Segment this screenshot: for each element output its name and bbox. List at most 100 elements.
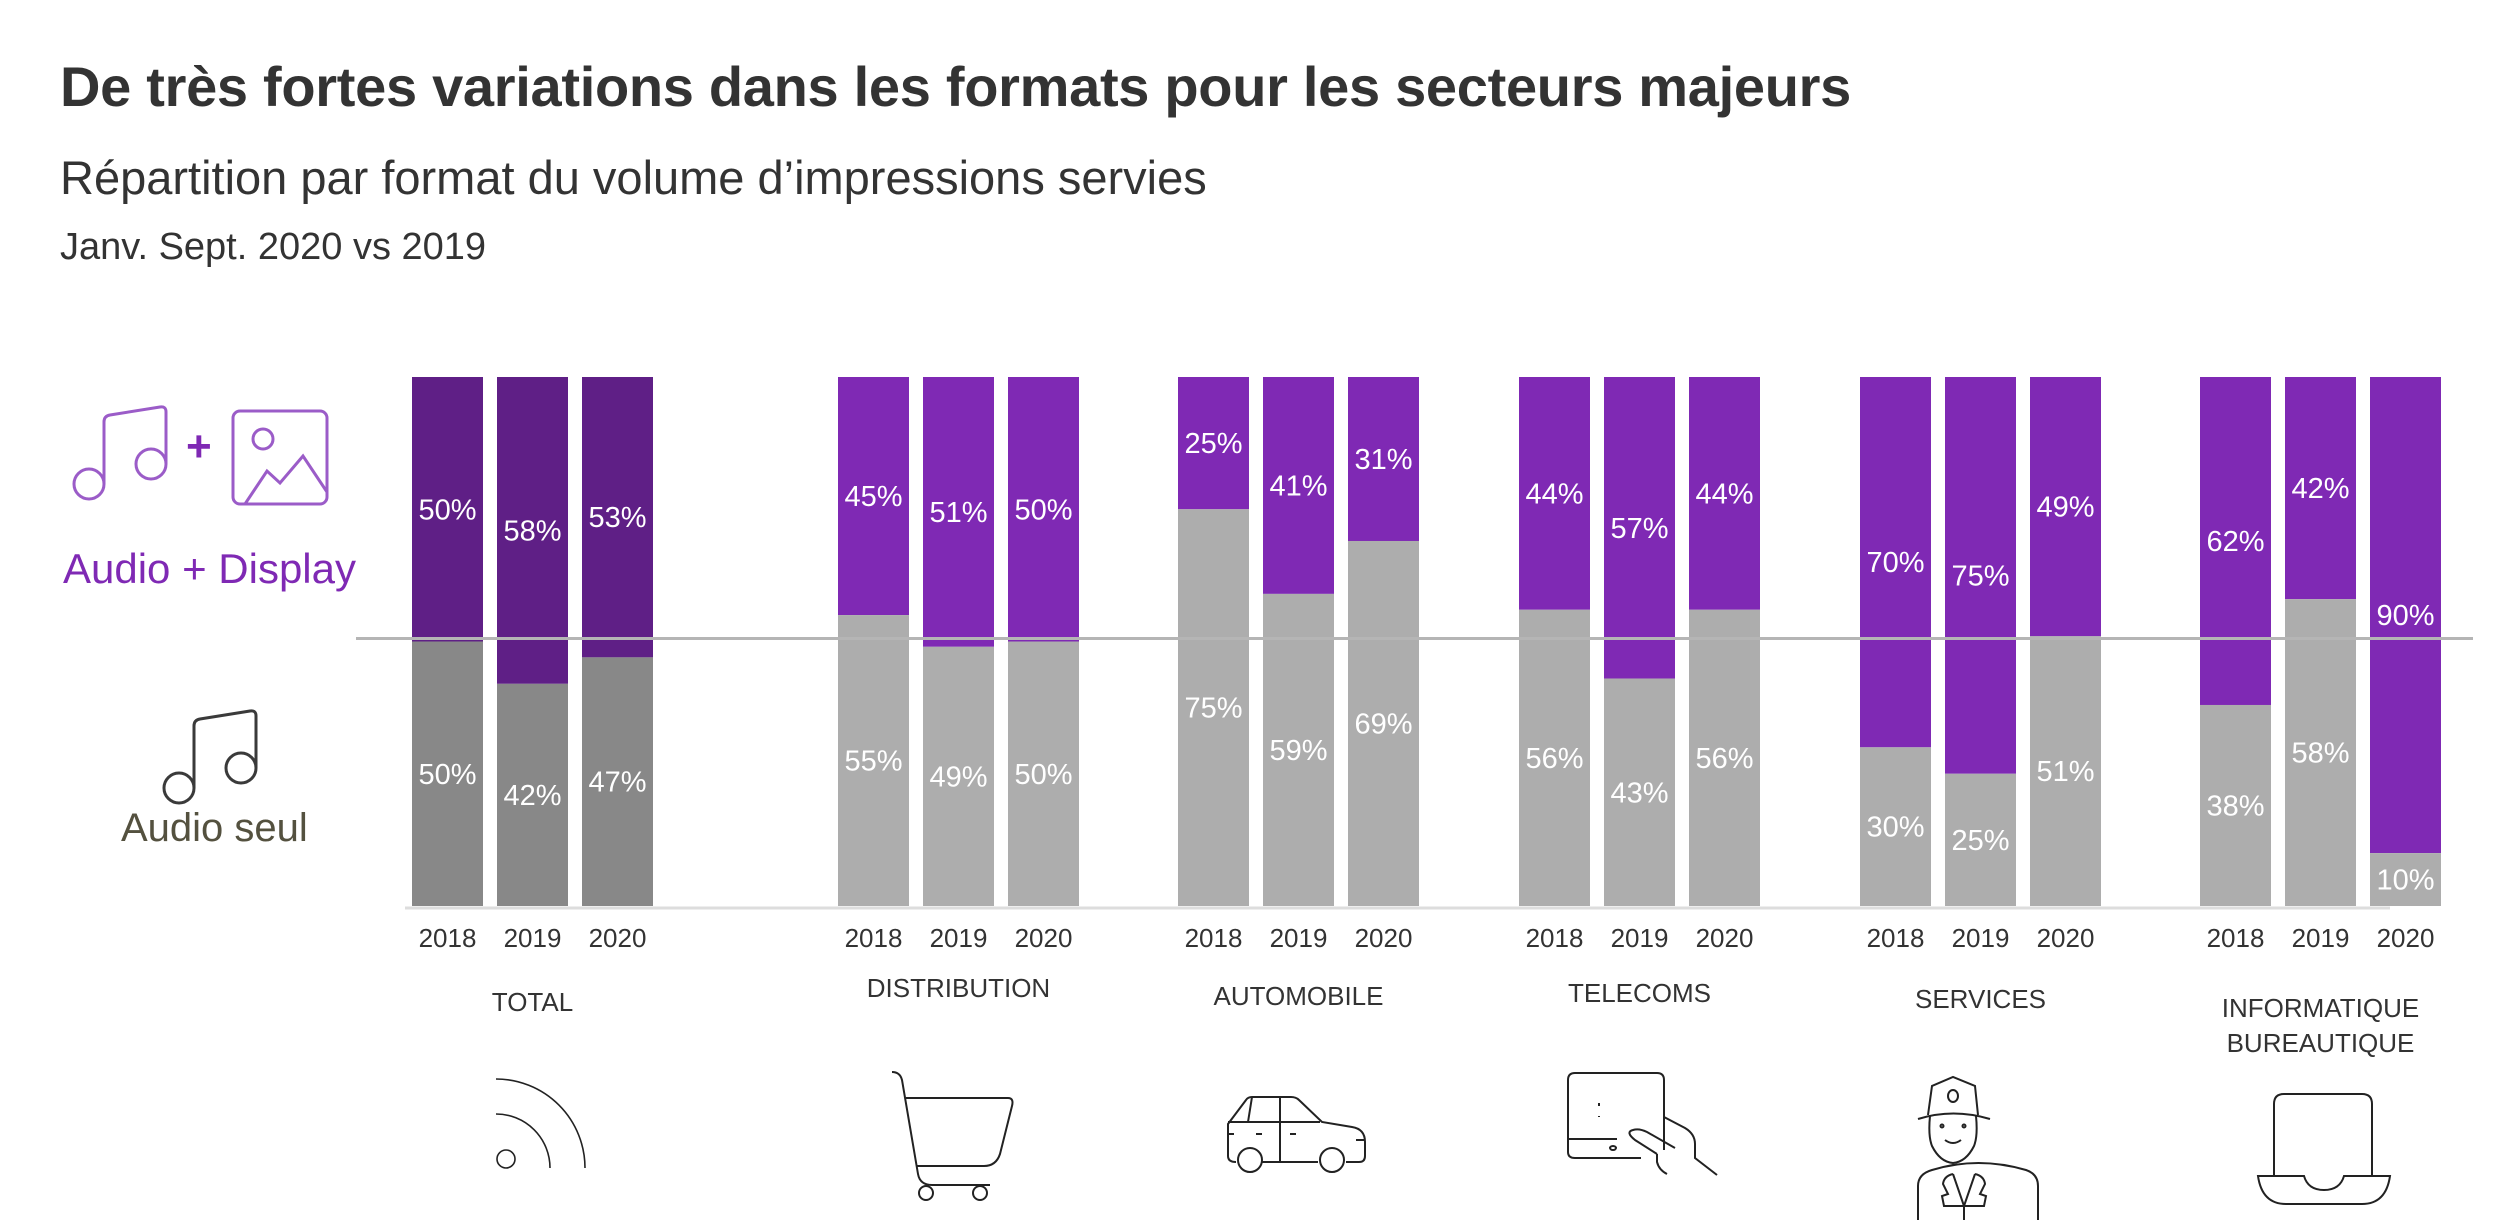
data-label-audio-only: 69%	[1354, 708, 1412, 740]
data-label-audio-only: 49%	[929, 761, 987, 793]
plus-sign: +	[186, 422, 212, 471]
x-tick-label-year: 2018	[1526, 923, 1584, 953]
bar-segment-audio-only	[2370, 853, 2441, 906]
data-label-audio-display: 44%	[1525, 478, 1583, 510]
bar-segment-audio-only	[1348, 540, 1419, 906]
category-label: INFORMATIQUE	[2222, 993, 2419, 1023]
x-tick-label-year: 2019	[504, 923, 562, 953]
music-note-icon	[72, 405, 168, 501]
data-label-audio-only: 25%	[1951, 825, 2009, 857]
data-label-audio-display: 90%	[2376, 600, 2434, 632]
category-label: DISTRIBUTION	[867, 973, 1050, 1003]
category-label: BUREAUTIQUE	[2227, 1028, 2415, 1058]
category-label: TELECOMS	[1568, 978, 1711, 1008]
data-label-audio-display: 75%	[1951, 560, 2009, 592]
bar-segment-audio-only	[2285, 599, 2356, 906]
bar-segment-audio-display	[1604, 377, 1675, 679]
bar-segment-audio-display	[1263, 377, 1334, 594]
bar-segment-audio-display	[582, 377, 653, 658]
data-label-audio-display: 25%	[1184, 428, 1242, 460]
bar-segment-audio-only	[1945, 773, 2016, 906]
data-label-audio-display: 50%	[1014, 494, 1072, 526]
bar-segment-audio-display	[1178, 377, 1249, 510]
x-tick-label-year: 2019	[2292, 923, 2350, 953]
shopping-cart-icon	[891, 1071, 1014, 1201]
data-label-audio-display: 45%	[844, 481, 902, 513]
data-label-audio-only: 50%	[1014, 759, 1072, 791]
x-tick-label-year: 2019	[1611, 923, 1669, 953]
data-label-audio-only: 51%	[2036, 756, 2094, 788]
x-tick-label-year: 2018	[845, 923, 903, 953]
data-label-audio-display: 53%	[588, 502, 646, 534]
x-tick-label-year: 2019	[930, 923, 988, 953]
bar-segment-audio-only	[1263, 593, 1334, 906]
music-note-icon	[162, 709, 258, 805]
data-label-audio-display: 50%	[418, 494, 476, 526]
bar-segment-audio-only	[2030, 636, 2101, 906]
bar-segment-audio-only	[1008, 641, 1079, 906]
bar-segment-audio-display	[412, 377, 483, 642]
signal-icon	[495, 1078, 586, 1169]
x-tick-label-year: 2019	[1952, 923, 2010, 953]
car-icon	[1227, 1096, 1366, 1173]
bar-segment-audio-only	[1689, 609, 1760, 906]
data-label-audio-only: 38%	[2206, 790, 2264, 822]
bar-segment-audio-display	[1860, 377, 1931, 748]
bar-segment-audio-display	[1008, 377, 1079, 642]
data-label-audio-display: 51%	[929, 497, 987, 529]
service-person-icon	[1917, 1075, 2039, 1220]
x-tick-label-year: 2019	[1270, 923, 1328, 953]
bar-segment-audio-display	[1945, 377, 2016, 774]
data-label-audio-only: 75%	[1184, 693, 1242, 725]
bar-segment-audio-display	[923, 377, 994, 647]
bar-segment-audio-display	[1519, 377, 1590, 610]
chart-title: De très fortes variations dans les forma…	[60, 55, 1851, 118]
laptop-icon	[2256, 1093, 2392, 1205]
x-tick-label-year: 2020	[1696, 923, 1754, 953]
tablet-hand-icon	[1567, 1072, 1718, 1176]
data-label-audio-display: 31%	[1354, 444, 1412, 476]
data-label-audio-only: 56%	[1695, 743, 1753, 775]
data-label-audio-only: 58%	[2291, 738, 2349, 770]
bar-segment-audio-display	[2200, 377, 2271, 705]
category-label: SERVICES	[1915, 984, 2046, 1014]
data-label-audio-only: 47%	[588, 767, 646, 799]
data-label-audio-display: 44%	[1695, 478, 1753, 510]
bar-segment-audio-only	[412, 641, 483, 906]
data-label-audio-display: 49%	[2036, 492, 2094, 524]
data-label-audio-only: 50%	[418, 759, 476, 791]
x-tick-label-year: 2020	[1015, 923, 1073, 953]
image-icon	[231, 409, 329, 506]
x-tick-label-year: 2020	[589, 923, 647, 953]
category-label: AUTOMOBILE	[1213, 981, 1383, 1011]
x-tick-label-year: 2018	[419, 923, 477, 953]
x-tick-label-year: 2018	[1185, 923, 1243, 953]
data-label-audio-display: 41%	[1269, 470, 1327, 502]
x-tick-label-year: 2020	[2037, 923, 2095, 953]
data-label-audio-display: 70%	[1866, 547, 1924, 579]
data-label-audio-only: 10%	[2376, 865, 2434, 897]
bar-segment-audio-only	[838, 615, 909, 906]
bar-segment-audio-display	[2370, 377, 2441, 854]
data-label-audio-display: 58%	[503, 515, 561, 547]
data-label-audio-only: 43%	[1610, 777, 1668, 809]
data-label-audio-only: 55%	[844, 746, 902, 778]
data-label-audio-only: 59%	[1269, 735, 1327, 767]
data-label-audio-display: 62%	[2206, 526, 2264, 558]
legend-audio-only: Audio seul	[121, 806, 308, 850]
bar-segment-audio-only	[1604, 678, 1675, 906]
x-tick-label-year: 2020	[1355, 923, 1413, 953]
legend-audio-display: Audio + Display	[63, 545, 356, 592]
data-label-audio-only: 30%	[1866, 812, 1924, 844]
bar-segment-audio-display	[1348, 377, 1419, 541]
bar-segment-audio-display	[497, 377, 568, 684]
data-label-audio-only: 42%	[503, 780, 561, 812]
bar-segment-audio-display	[2285, 377, 2356, 600]
bar-segment-audio-only	[923, 646, 994, 906]
x-tick-label-year: 2020	[2377, 923, 2435, 953]
period-label: Janv. Sept. 2020 vs 2019	[60, 226, 487, 268]
x-tick-label-year: 2018	[2207, 923, 2265, 953]
bar-segment-audio-only	[1519, 609, 1590, 906]
bar-segment-audio-only	[2200, 704, 2271, 906]
category-label: TOTAL	[492, 987, 573, 1017]
